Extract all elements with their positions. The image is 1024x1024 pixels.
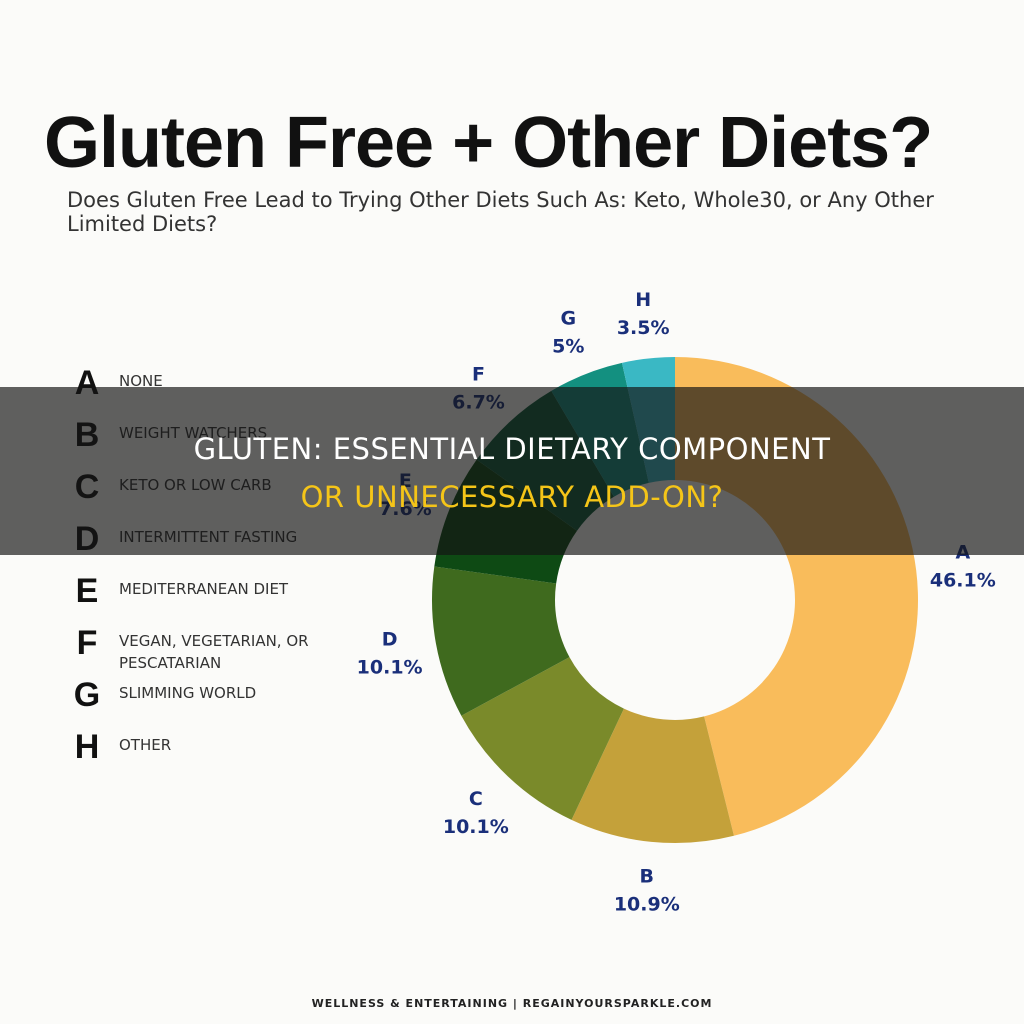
slice-value-label: 10.1% [443, 816, 509, 838]
slice-category: D [382, 629, 398, 651]
banner-line-2: OR UNNECESSARY ADD-ON? [300, 480, 724, 514]
slice [432, 566, 570, 716]
slice-category: G [560, 307, 576, 329]
chart-subtitle: Does Gluten Free Lead to Trying Other Di… [67, 188, 934, 236]
slice-category: F [472, 364, 485, 386]
slice [571, 708, 734, 843]
slice-category: C [469, 788, 483, 810]
legend-letter: F [76, 624, 98, 662]
slice-value-label: 3.5% [617, 317, 670, 339]
slice-value-label: 5% [552, 335, 584, 357]
legend-description: NONE [119, 372, 163, 390]
legend-letter: E [75, 572, 99, 610]
legend-description: SLIMMING WORLD [119, 684, 257, 702]
legend-description: VEGAN, VEGETARIAN, OR PESCATARIAN [119, 632, 309, 672]
legend-description: OTHER [119, 736, 172, 754]
legend-letter: H [74, 728, 100, 766]
slice-category: B [640, 866, 654, 888]
chart-title: Gluten Free + Other Diets? [44, 103, 933, 183]
banner-line-1: GLUTEN: ESSENTIAL DIETARY COMPONENT [193, 432, 831, 466]
slice-category: H [635, 289, 651, 311]
slice-value-label: 10.1% [357, 657, 423, 679]
legend-letter: G [73, 676, 101, 714]
slice-value-label: 46.1% [930, 570, 996, 592]
banner [0, 387, 1024, 555]
slice-value-label: 10.9% [614, 894, 680, 916]
footer: WELLNESS & ENTERTAINING | REGAINYOURSPAR… [311, 997, 713, 1010]
slice [461, 657, 624, 820]
legend-description: MEDITERRANEAN DIET [119, 580, 289, 598]
